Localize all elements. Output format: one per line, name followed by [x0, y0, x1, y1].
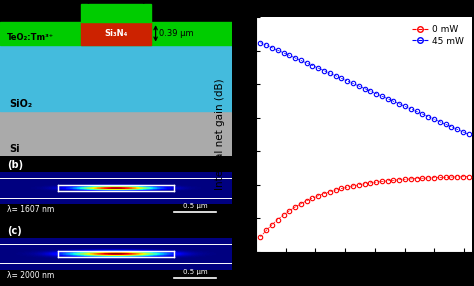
0 mW [350, 184, 356, 188]
Text: 0.39 μm: 0.39 μm [159, 29, 194, 38]
0 mW [454, 175, 460, 179]
45 mW [344, 79, 350, 83]
45 mW [385, 97, 391, 100]
0 mW [391, 178, 396, 182]
45 mW [391, 100, 396, 103]
0 mW [466, 175, 472, 178]
Bar [0, 45, 232, 111]
45 mW [304, 61, 310, 65]
Text: SiO₂: SiO₂ [9, 99, 32, 109]
Line: 45 mW: 45 mW [258, 40, 471, 137]
45 mW [448, 125, 454, 128]
0 mW [414, 177, 419, 180]
45 mW [275, 49, 281, 52]
0 mW [448, 175, 454, 179]
Text: Si₃N₄: Si₃N₄ [104, 29, 128, 38]
45 mW [286, 54, 292, 57]
0 mW [443, 176, 448, 179]
Bar [0, 111, 232, 156]
45 mW [414, 110, 419, 113]
0 mW [402, 178, 408, 181]
0 mW [257, 235, 263, 239]
0 mW [321, 192, 327, 195]
45 mW [315, 66, 321, 70]
0 mW [379, 180, 385, 183]
Line: 0 mW: 0 mW [258, 174, 471, 239]
0 mW [281, 213, 286, 217]
0 mW [385, 179, 391, 182]
45 mW [310, 64, 315, 67]
0 mW [327, 190, 333, 193]
45 mW [396, 102, 402, 106]
45 mW [356, 84, 362, 88]
45 mW [460, 130, 466, 134]
45 mW [257, 41, 263, 44]
0 mW [286, 209, 292, 212]
0 mW [419, 176, 425, 180]
0 mW [292, 205, 298, 209]
Text: Si: Si [9, 144, 20, 154]
Y-axis label: Internal net gain (dB): Internal net gain (dB) [215, 79, 225, 190]
0 mW [408, 177, 414, 181]
Bar [82, 22, 151, 45]
45 mW [402, 105, 408, 108]
0 mW [338, 187, 344, 190]
45 mW [425, 115, 431, 118]
0 mW [344, 185, 350, 189]
45 mW [292, 56, 298, 60]
45 mW [350, 82, 356, 85]
45 mW [362, 87, 367, 90]
Legend: 0 mW, 45 mW: 0 mW, 45 mW [408, 22, 467, 49]
0 mW [298, 202, 304, 205]
45 mW [338, 77, 344, 80]
45 mW [333, 74, 338, 78]
45 mW [373, 92, 379, 95]
45 mW [327, 72, 333, 75]
45 mW [443, 122, 448, 126]
45 mW [298, 59, 304, 62]
45 mW [269, 46, 275, 49]
Text: 0.5 μm: 0.5 μm [183, 269, 208, 275]
Bar [0, 22, 232, 45]
45 mW [367, 89, 373, 93]
45 mW [437, 120, 443, 123]
Text: 0.5 μm: 0.5 μm [183, 203, 208, 209]
0 mW [367, 181, 373, 185]
45 mW [419, 112, 425, 116]
0 mW [315, 194, 321, 197]
0 mW [356, 183, 362, 186]
0 mW [437, 176, 443, 179]
45 mW [408, 107, 414, 111]
Text: (c): (c) [7, 226, 22, 236]
0 mW [304, 199, 310, 202]
45 mW [466, 133, 472, 136]
0 mW [264, 229, 269, 232]
45 mW [264, 43, 269, 47]
Bar [82, 5, 151, 22]
Text: λ= 1607 nm: λ= 1607 nm [7, 205, 54, 214]
Text: λ= 2000 nm: λ= 2000 nm [7, 271, 54, 280]
45 mW [431, 118, 437, 121]
X-axis label: Signal wavelength (nm): Signal wavelength (nm) [301, 272, 426, 282]
0 mW [310, 196, 315, 200]
0 mW [275, 218, 281, 221]
45 mW [281, 51, 286, 55]
0 mW [425, 176, 431, 180]
0 mW [269, 223, 275, 227]
0 mW [362, 182, 367, 186]
45 mW [321, 69, 327, 72]
0 mW [396, 178, 402, 182]
45 mW [379, 94, 385, 98]
0 mW [431, 176, 437, 179]
Text: (b): (b) [7, 160, 23, 170]
Text: TeO₂:Tm³⁺: TeO₂:Tm³⁺ [7, 33, 54, 42]
45 mW [454, 128, 460, 131]
0 mW [373, 180, 379, 184]
0 mW [333, 188, 338, 192]
0 mW [460, 175, 466, 178]
